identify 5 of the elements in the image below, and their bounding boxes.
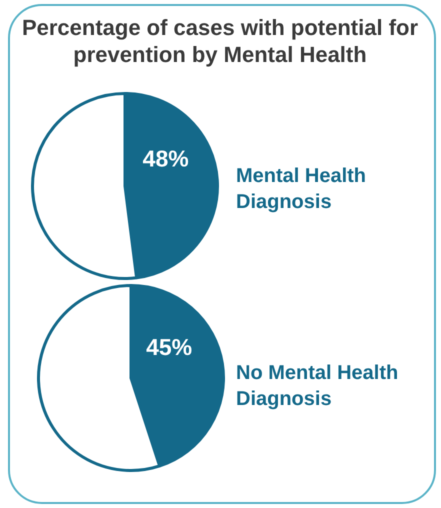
slice-label: Mental Health Diagnosis xyxy=(236,164,368,215)
data-label: 48% xyxy=(142,146,189,172)
chart-title: Percentage of cases with potential for prevention by Mental Health xyxy=(20,14,420,68)
data-label: 45% xyxy=(146,334,192,360)
slice-label: No Mental Health Diagnosis xyxy=(236,361,400,412)
